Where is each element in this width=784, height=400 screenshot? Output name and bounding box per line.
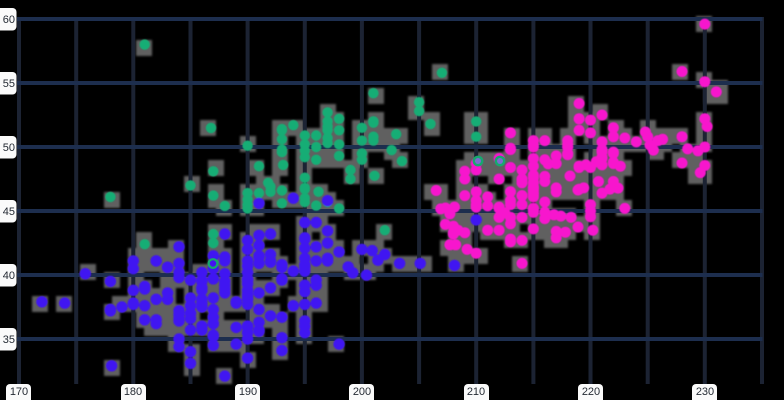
svg-text:210: 210 <box>467 386 485 398</box>
svg-text:35: 35 <box>3 334 15 346</box>
svg-text:50: 50 <box>3 142 15 154</box>
svg-text:230: 230 <box>696 386 714 398</box>
svg-text:200: 200 <box>353 386 371 398</box>
svg-text:220: 220 <box>582 386 600 398</box>
svg-text:45: 45 <box>3 206 15 218</box>
svg-text:180: 180 <box>124 386 142 398</box>
svg-text:55: 55 <box>3 78 15 90</box>
svg-text:170: 170 <box>10 386 28 398</box>
svg-text:40: 40 <box>3 270 15 282</box>
svg-text:190: 190 <box>239 386 257 398</box>
svg-text:60: 60 <box>3 14 15 26</box>
